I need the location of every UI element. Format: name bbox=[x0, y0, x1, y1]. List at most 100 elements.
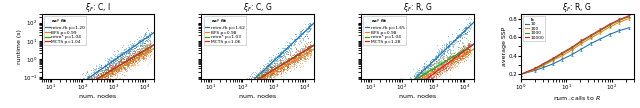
Point bbox=[140, 47, 150, 49]
Point bbox=[134, 56, 145, 57]
Point bbox=[413, 83, 423, 84]
Point bbox=[146, 50, 156, 52]
Point bbox=[290, 54, 300, 56]
Point bbox=[277, 47, 287, 49]
Point bbox=[460, 33, 470, 34]
Point bbox=[413, 77, 424, 79]
Point bbox=[456, 58, 466, 59]
Point bbox=[444, 60, 454, 61]
Point bbox=[275, 53, 285, 55]
Point bbox=[129, 52, 140, 54]
Point bbox=[72, 83, 83, 85]
Point bbox=[446, 64, 456, 66]
Point bbox=[134, 36, 144, 38]
Point bbox=[419, 65, 429, 67]
Point bbox=[263, 82, 273, 84]
Point bbox=[139, 37, 149, 38]
Point bbox=[136, 56, 146, 58]
Point bbox=[268, 66, 278, 68]
Point bbox=[100, 75, 110, 77]
Point bbox=[266, 66, 276, 68]
Point bbox=[291, 33, 301, 35]
Point bbox=[266, 66, 276, 67]
Point bbox=[450, 61, 460, 63]
Point bbox=[265, 74, 275, 75]
Point bbox=[434, 67, 444, 69]
Point bbox=[257, 75, 268, 77]
Point bbox=[101, 68, 111, 70]
Point bbox=[442, 55, 452, 56]
Point bbox=[252, 73, 262, 75]
Point bbox=[103, 61, 113, 63]
Point bbox=[415, 74, 425, 76]
Point bbox=[245, 78, 255, 80]
Point bbox=[248, 83, 258, 85]
Point bbox=[457, 54, 467, 56]
Point bbox=[107, 79, 117, 81]
Point bbox=[89, 72, 99, 74]
Point bbox=[444, 56, 454, 58]
Point bbox=[442, 44, 452, 45]
Point bbox=[412, 77, 422, 79]
Point bbox=[95, 75, 106, 77]
Point bbox=[422, 70, 432, 72]
Point bbox=[144, 48, 154, 50]
Point bbox=[268, 72, 278, 74]
Point bbox=[418, 67, 428, 69]
Point bbox=[79, 81, 89, 83]
Point bbox=[413, 80, 424, 82]
Point bbox=[89, 79, 99, 81]
Point bbox=[269, 62, 279, 64]
Point bbox=[406, 82, 416, 83]
Point bbox=[432, 73, 442, 74]
Point bbox=[86, 82, 97, 84]
Point bbox=[294, 56, 305, 58]
Point bbox=[100, 64, 110, 66]
Point bbox=[290, 54, 300, 56]
Point bbox=[429, 63, 439, 65]
Point bbox=[83, 83, 93, 84]
Point bbox=[441, 55, 451, 56]
Point bbox=[245, 83, 255, 84]
Point bbox=[302, 48, 312, 49]
Point bbox=[290, 63, 300, 65]
Point bbox=[411, 74, 421, 76]
Point bbox=[257, 71, 267, 72]
Point bbox=[429, 74, 440, 75]
Point bbox=[433, 62, 443, 64]
Point bbox=[126, 54, 136, 56]
Point bbox=[271, 59, 281, 61]
Point bbox=[124, 51, 134, 53]
Point bbox=[458, 45, 468, 47]
Point bbox=[250, 80, 260, 82]
Point bbox=[138, 57, 148, 59]
Point bbox=[108, 66, 118, 68]
Point bbox=[407, 83, 417, 85]
Point bbox=[119, 63, 129, 65]
Point bbox=[265, 71, 275, 72]
Point bbox=[259, 74, 269, 76]
Point bbox=[441, 65, 451, 66]
Point bbox=[139, 58, 149, 60]
Point bbox=[438, 64, 448, 66]
Point bbox=[121, 63, 131, 64]
Point bbox=[428, 77, 438, 79]
Point bbox=[454, 53, 465, 55]
Point bbox=[134, 53, 145, 55]
Point bbox=[412, 82, 422, 84]
Point bbox=[253, 80, 264, 81]
Point bbox=[452, 46, 463, 48]
Point bbox=[261, 65, 271, 67]
Point bbox=[442, 64, 452, 65]
Point bbox=[268, 76, 278, 78]
Point bbox=[127, 59, 137, 61]
Point bbox=[111, 65, 121, 66]
Point bbox=[88, 80, 98, 82]
Point bbox=[438, 55, 449, 57]
Point bbox=[413, 78, 424, 80]
Point bbox=[408, 79, 419, 81]
Point bbox=[412, 68, 422, 70]
Point bbox=[416, 75, 426, 76]
Point bbox=[291, 38, 301, 40]
Point bbox=[279, 61, 289, 63]
